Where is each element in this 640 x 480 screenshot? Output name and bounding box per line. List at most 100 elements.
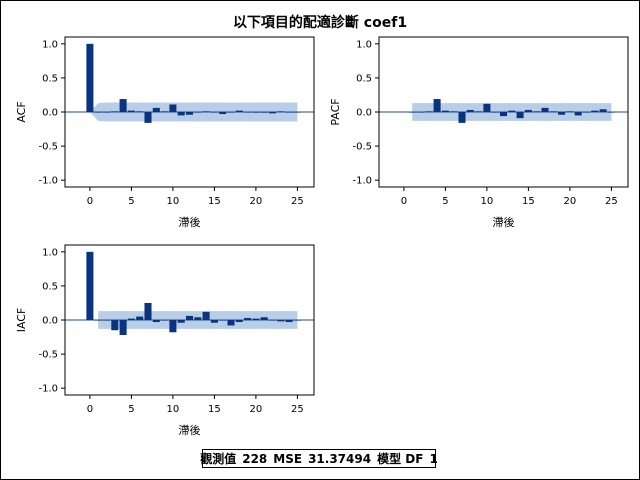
acf-xaxis-label: 滯後 — [179, 215, 201, 229]
iacf-xtick-label: 25 — [291, 404, 304, 415]
iacf-bar-lag-0 — [86, 251, 94, 320]
iacf-xtick-label: 10 — [167, 404, 180, 415]
pacf-bar-lag-2 — [416, 112, 425, 113]
pacf-bar-lag-23 — [591, 110, 599, 112]
pacf-bar-lag-11 — [491, 112, 499, 113]
acf-bar-lag-12 — [185, 112, 194, 115]
pacf-xtick-label: 5 — [442, 196, 448, 207]
acf-ytick-label: 0.0 — [42, 108, 58, 119]
pacf-bar-lag-19 — [558, 112, 566, 115]
acf-bar-lag-19 — [244, 112, 252, 113]
pacf-bar-lag-12 — [499, 112, 508, 117]
acf-bar-lag-14 — [202, 111, 210, 112]
pacf-xtick-label: 20 — [564, 196, 577, 207]
iacf-yaxis-label: IACF — [15, 308, 28, 333]
fit-statistics-footnote: 觀測值 228 MSE 31.37494 模型 DF 1 — [200, 449, 438, 468]
pacf-bar-lag-25 — [607, 112, 615, 113]
iacf-ytick-label: 0.5 — [42, 281, 58, 292]
iacf-bar-lag-23 — [277, 320, 285, 322]
pacf-bar-lag-16 — [533, 111, 541, 112]
acf-bar-lag-21 — [260, 112, 268, 113]
acf-bar-lag-6 — [136, 111, 144, 112]
iacf-xtick-label: 15 — [208, 404, 221, 415]
pacf-xtick-label: 10 — [481, 196, 494, 207]
acf-bar-lag-7 — [144, 112, 152, 123]
iacf-bar-lag-1 — [94, 320, 102, 321]
iacf-bar-lag-22 — [268, 320, 277, 321]
iacf-bar-lag-10 — [169, 320, 177, 333]
acf-ytick-label: -0.5 — [38, 142, 58, 153]
pacf-xtick-label: 15 — [522, 196, 535, 207]
iacf-bar-lag-24 — [285, 320, 293, 323]
iacf-ytick-label: -0.5 — [38, 350, 58, 361]
acf-yaxis-label: ACF — [15, 101, 28, 122]
iacf-xaxis-label: 滯後 — [179, 423, 201, 437]
acf-bar-lag-15 — [210, 112, 218, 113]
iacf-bar-lag-19 — [244, 317, 252, 320]
iacf-bar-lag-18 — [235, 320, 243, 323]
mse-value: 31.37494 — [308, 451, 372, 466]
pacf-ytick-label: 0.0 — [356, 108, 372, 119]
pacf-bar-lag-8 — [466, 109, 474, 112]
pacf-bar-lag-14 — [516, 112, 524, 119]
iacf-bar-lag-25 — [293, 320, 301, 321]
figure-title: 以下項目的配適診斷 coef1 — [232, 15, 408, 31]
acf-bar-lag-10 — [169, 104, 177, 112]
pacf-bar-lag-1 — [408, 112, 416, 113]
iacf-bar-lag-3 — [111, 320, 119, 331]
acf-xtick-label: 10 — [167, 196, 180, 207]
acf-bar-lag-17 — [227, 112, 235, 113]
pacf-bar-lag-4 — [433, 99, 441, 112]
pacf-bar-lag-9 — [475, 111, 483, 112]
pacf-ytick-label: -1.0 — [352, 176, 372, 187]
acf-bar-lag-11 — [177, 112, 185, 116]
pacf-bar-lag-5 — [441, 110, 449, 112]
iacf-xtick-label: 20 — [250, 404, 263, 415]
pacf-bar-lag-20 — [566, 111, 574, 112]
pacf-xtick-label: 0 — [401, 196, 407, 207]
acf-bar-lag-20 — [252, 112, 260, 113]
pacf-xtick-label: 25 — [605, 196, 618, 207]
acf-bar-lag-22 — [268, 112, 277, 114]
iacf-bar-lag-12 — [185, 315, 194, 320]
pacf-bar-lag-18 — [549, 111, 557, 112]
iacf-bar-lag-21 — [260, 317, 268, 320]
acf-bar-lag-13 — [194, 112, 202, 113]
acf-xtick-label: 0 — [87, 196, 93, 207]
acf-xtick-label: 20 — [250, 196, 263, 207]
acf-bar-lag-8 — [152, 107, 160, 112]
mse-label: MSE — [273, 451, 303, 466]
iacf-ytick-label: -1.0 — [38, 384, 58, 395]
acf-bar-lag-2 — [102, 112, 111, 113]
pacf-bar-lag-10 — [483, 103, 491, 112]
acf-bar-lag-4 — [119, 99, 127, 112]
iacf-xtick-label: 0 — [87, 404, 93, 415]
iacf-bar-lag-20 — [252, 318, 260, 320]
acf-bar-lag-1 — [94, 112, 102, 113]
iacf-bar-lag-8 — [152, 320, 160, 323]
acf-bar-lag-23 — [277, 111, 285, 112]
pacf-bar-lag-15 — [524, 109, 532, 112]
acf-ytick-label: 0.5 — [42, 73, 58, 84]
iacf-bar-lag-9 — [161, 320, 169, 321]
iacf-ytick-label: 1.0 — [42, 247, 58, 258]
acf-bar-lag-0 — [86, 43, 94, 113]
pacf-bar-lag-22 — [582, 112, 591, 113]
acf-xtick-label: 25 — [291, 196, 304, 207]
pacf-bar-lag-13 — [508, 110, 516, 112]
pacf-bar-lag-3 — [425, 111, 433, 112]
pacf-bar-lag-6 — [450, 111, 458, 112]
iacf-ytick-label: 0.0 — [42, 316, 58, 327]
iacf-bar-lag-2 — [102, 320, 111, 321]
pacf-ytick-label: 1.0 — [356, 39, 372, 50]
acf-ytick-label: 1.0 — [42, 39, 58, 50]
iacf-bar-lag-5 — [127, 318, 135, 320]
iacf-bar-lag-15 — [210, 320, 218, 323]
df-value: 1 — [429, 451, 438, 466]
iacf-bar-lag-4 — [119, 320, 127, 335]
iacf-bar-lag-6 — [136, 316, 144, 320]
acf-xtick-label: 5 — [128, 196, 134, 207]
acf-bar-lag-3 — [111, 111, 119, 112]
acf-bar-lag-16 — [219, 112, 227, 115]
